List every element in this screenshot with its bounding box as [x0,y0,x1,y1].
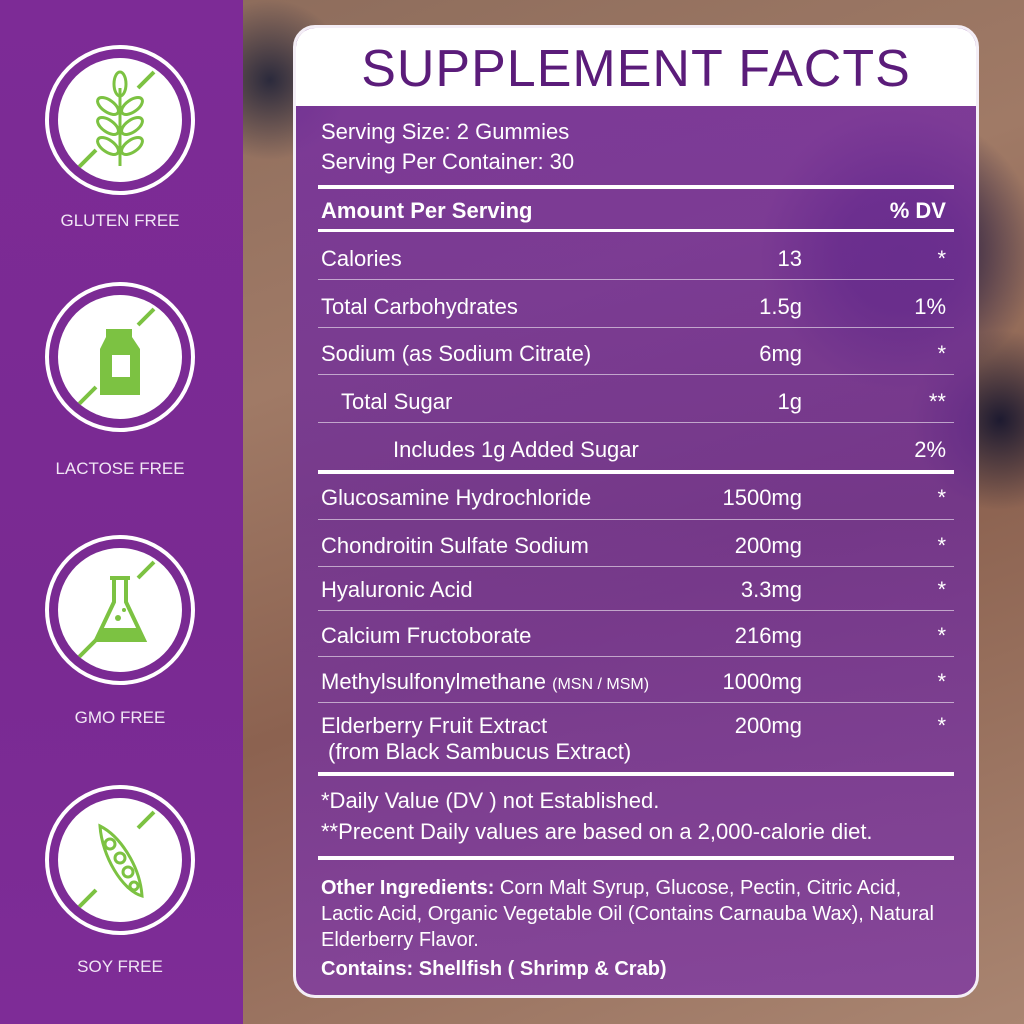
nutrient-dv: * [937,713,946,738]
nutrient-amount: 200mg [734,713,802,738]
gmo-free-badge [45,535,195,685]
nutrient-amount: 1.5g [759,294,802,319]
footnote-percent: **Precent Daily values are based on a 2,… [321,819,873,844]
other-ingredients: Other Ingredients: Corn Malt Syrup, Gluc… [321,875,948,953]
soy-free-label: SOY FREE [77,957,163,976]
nutrient-name: Glucosamine Hydrochloride [321,485,592,510]
nutrient-dv: * [937,341,946,366]
nutrient-amount: 6mg [759,341,802,366]
wheat-icon [76,70,156,170]
nutrient-name: Total Carbohydrates [321,294,518,319]
servings-per-container: Serving Per Container: 30 [321,149,575,174]
gluten-free-badge [45,45,195,195]
nutrient-dv: * [937,577,946,602]
nutrient-amount: 3.3mg [740,577,802,602]
footnote-dv: *Daily Value (DV ) not Established. [321,788,660,813]
facts-title: SUPPLEMENT FACTS [361,40,911,98]
gluten-free-label: GLUTEN FREE [60,211,180,230]
nutrient-amount: 1g [777,389,802,414]
allergen-statement: Contains: Shellfish ( Shrimp & Crab) [321,958,667,980]
nutrient-dv: * [937,533,946,558]
flask-icon [76,560,156,660]
nutrient-name: Methylsulfonylmethane [321,669,547,694]
nutrient-dv: * [937,485,946,510]
nutrient-dv: * [937,623,946,648]
dv-header: % DV [889,198,946,223]
nutrient-name: Calcium Fructoborate [321,623,532,648]
supplement-facts-panel: SUPPLEMENT FACTS Serving Size: 2 Gummies… [293,25,979,998]
milk-carton-icon [76,307,156,407]
nutrient-dv: * [937,246,946,271]
nutrient-name: Elderberry Fruit Extract [321,713,548,738]
nutrient-name-line2: (from Black Sambucus Extract) [328,739,632,764]
soybean-pod-icon [76,810,156,910]
nutrient-dv: 2% [914,437,946,462]
nutrient-amount: 1000mg [722,669,802,694]
other-ingredients-label: Other Ingredients: [321,877,495,899]
free-from-sidebar: GLUTEN FREE LACTOSE FREE GMO FREE SOY FR… [0,0,243,1024]
nutrient-amount: 13 [777,246,802,271]
nutrient-note: (MSN / MSM) [552,676,650,693]
lactose-free-label: LACTOSE FREE [55,459,185,478]
serving-size: Serving Size: 2 Gummies [321,119,570,144]
lactose-free-badge [45,282,195,432]
amount-per-serving-header: Amount Per Serving [321,198,533,223]
nutrient-name: Chondroitin Sulfate Sodium [321,533,589,558]
nutrient-name: Hyaluronic Acid [321,577,473,602]
gmo-free-label: GMO FREE [74,708,166,727]
nutrient-name: Total Sugar [341,389,453,414]
other-ingredients-text: Corn Malt Syrup, Glucose, Pectin, Citric… [321,877,934,951]
nutrient-amount: 1500mg [722,485,802,510]
nutrient-amount: 216mg [734,623,802,648]
nutrient-dv: 1% [914,294,946,319]
nutrient-dv: * [937,669,946,694]
soy-free-badge [45,785,195,935]
nutrient-amount: 200mg [734,533,802,558]
nutrient-name: Calories [321,246,402,271]
nutrient-name: Sodium (as Sodium Citrate) [321,341,592,366]
nutrient-name: Includes 1g Added Sugar [393,437,639,462]
nutrient-dv: ** [928,389,946,414]
